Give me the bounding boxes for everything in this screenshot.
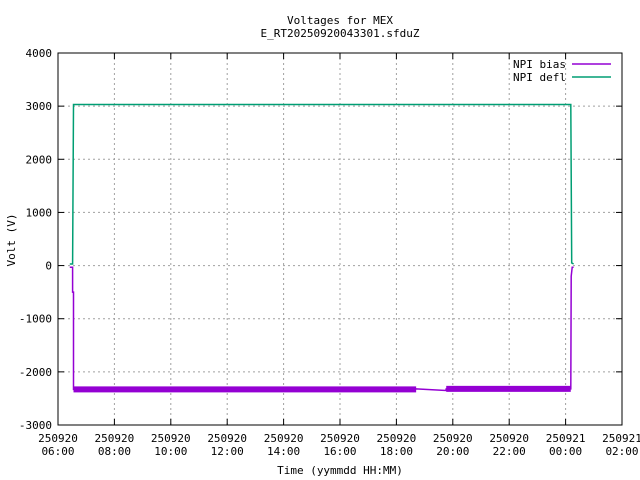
x-tick-date: 250920 <box>489 432 529 445</box>
y-tick-label: -3000 <box>19 419 52 432</box>
legend-label-bias: NPI bias <box>513 58 566 71</box>
x-tick-date: 250920 <box>320 432 360 445</box>
grid <box>58 53 622 425</box>
y-tick-label: 2000 <box>26 153 53 166</box>
x-tick-time: 10:00 <box>154 445 187 458</box>
y-tick-label: -1000 <box>19 313 52 326</box>
y-tick-label: 4000 <box>26 47 53 60</box>
x-tick-date: 250920 <box>377 432 417 445</box>
x-tick-time: 08:00 <box>98 445 131 458</box>
bias-noise-band <box>446 385 571 392</box>
x-tick-date: 250920 <box>151 432 191 445</box>
x-tick-date: 250921 <box>602 432 640 445</box>
x-tick-time: 18:00 <box>380 445 413 458</box>
x-axis-label: Time (yymmdd HH:MM) <box>277 464 403 477</box>
x-tick-time: 22:00 <box>493 445 526 458</box>
chart-subtitle: E_RT20250920043301.sfduZ <box>261 27 420 40</box>
y-tick-label: 0 <box>45 260 52 273</box>
legend-label-defl: NPI defl <box>513 71 566 84</box>
x-tick-time: 20:00 <box>436 445 469 458</box>
y-tick-label: 1000 <box>26 206 53 219</box>
x-tick-date: 250920 <box>207 432 247 445</box>
y-axis-label: Volt (V) <box>5 214 18 267</box>
legend: NPI bias NPI defl <box>513 58 611 84</box>
series-group <box>69 103 574 393</box>
series-line-bias <box>69 266 574 392</box>
y-tick-label: -2000 <box>19 366 52 379</box>
x-tick-date: 250920 <box>95 432 135 445</box>
x-tick-date: 250920 <box>433 432 473 445</box>
x-tick-time: 02:00 <box>605 445 638 458</box>
y-tick-label: 3000 <box>26 100 53 113</box>
x-tick-time: 06:00 <box>41 445 74 458</box>
x-tick-time: 12:00 <box>211 445 244 458</box>
ticks: 40003000200010000-1000-2000-300025092006… <box>19 47 640 458</box>
x-tick-time: 16:00 <box>323 445 356 458</box>
bias-noise-band <box>73 386 417 393</box>
series-line-defl <box>69 103 574 265</box>
x-tick-time: 00:00 <box>549 445 582 458</box>
chart-title: Voltages for MEX <box>287 14 393 27</box>
x-tick-time: 14:00 <box>267 445 300 458</box>
x-tick-date: 250920 <box>264 432 304 445</box>
x-tick-date: 250921 <box>546 432 586 445</box>
x-tick-date: 250920 <box>38 432 78 445</box>
